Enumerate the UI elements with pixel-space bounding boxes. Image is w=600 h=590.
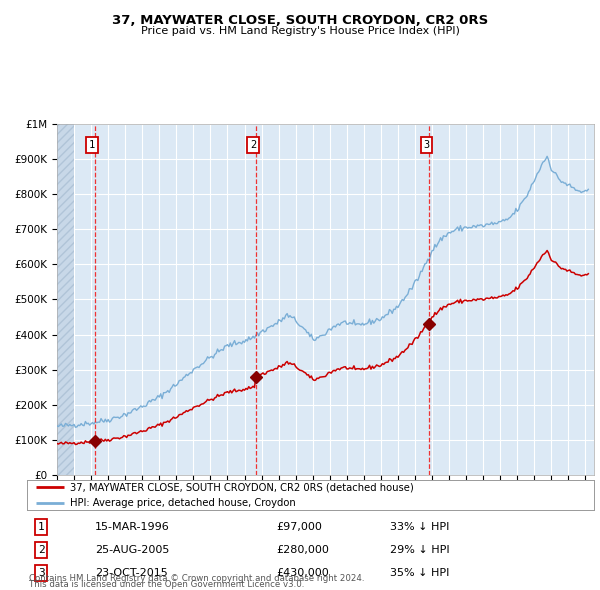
Text: 25-AUG-2005: 25-AUG-2005	[95, 545, 169, 555]
Text: Price paid vs. HM Land Registry's House Price Index (HPI): Price paid vs. HM Land Registry's House …	[140, 26, 460, 35]
Text: 2: 2	[38, 545, 44, 555]
Text: 37, MAYWATER CLOSE, SOUTH CROYDON, CR2 0RS (detached house): 37, MAYWATER CLOSE, SOUTH CROYDON, CR2 0…	[70, 483, 413, 492]
Text: 2: 2	[250, 140, 256, 150]
Text: 33% ↓ HPI: 33% ↓ HPI	[390, 522, 449, 532]
Text: This data is licensed under the Open Government Licence v3.0.: This data is licensed under the Open Gov…	[29, 581, 304, 589]
Bar	[57, 124, 74, 475]
Text: 1: 1	[38, 522, 44, 532]
Text: 3: 3	[423, 140, 430, 150]
Text: £280,000: £280,000	[277, 545, 329, 555]
Text: 35% ↓ HPI: 35% ↓ HPI	[390, 568, 449, 578]
Text: 1: 1	[89, 140, 95, 150]
Text: £97,000: £97,000	[277, 522, 322, 532]
Text: 29% ↓ HPI: 29% ↓ HPI	[390, 545, 449, 555]
Text: 37, MAYWATER CLOSE, SOUTH CROYDON, CR2 0RS: 37, MAYWATER CLOSE, SOUTH CROYDON, CR2 0…	[112, 14, 488, 27]
Text: Contains HM Land Registry data © Crown copyright and database right 2024.: Contains HM Land Registry data © Crown c…	[29, 574, 364, 583]
Text: HPI: Average price, detached house, Croydon: HPI: Average price, detached house, Croy…	[70, 498, 295, 507]
Text: 23-OCT-2015: 23-OCT-2015	[95, 568, 168, 578]
Text: 3: 3	[38, 568, 44, 578]
Text: £430,000: £430,000	[277, 568, 329, 578]
Text: 15-MAR-1996: 15-MAR-1996	[95, 522, 170, 532]
